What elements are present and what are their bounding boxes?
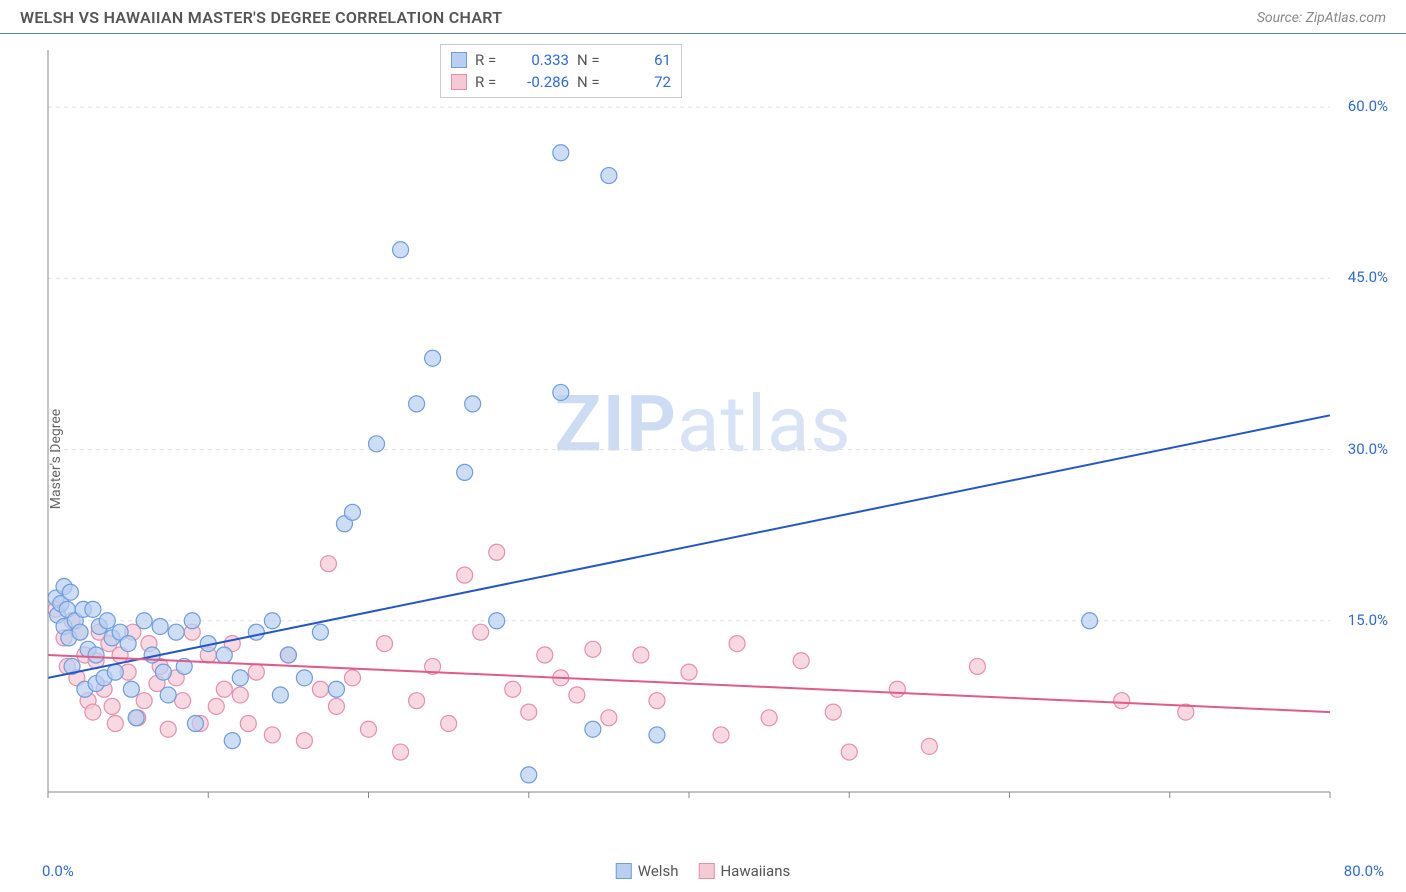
x-axis-end-label: 80.0% [1344,862,1384,880]
scatter-plot-svg [40,42,1390,842]
welsh-swatch-icon [616,863,632,879]
y-tick-label: 60.0% [1348,97,1388,115]
chart-title: WELSH VS HAWAIIAN MASTER'S DEGREE CORREL… [20,8,502,27]
hawaiians-swatch-icon [451,74,467,90]
gridlines [48,107,1330,621]
y-tick-label: 30.0% [1348,440,1388,458]
n-label: N = [577,71,605,93]
stats-row-hawaiians: R = -0.286 N = 72 [451,71,671,93]
hawaiians-swatch-icon [698,863,714,879]
welsh-n-value: 61 [613,49,671,71]
series-legend: Welsh Hawaiians [616,862,790,880]
hawaiians-r-value: -0.286 [511,71,569,93]
r-label: R = [475,49,503,71]
legend-label-hawaiians: Hawaiians [720,862,790,880]
x-axis-start-label: 0.0% [42,862,74,880]
stats-legend: R = 0.333 N = 61 R = -0.286 N = 72 [440,44,682,98]
legend-label-welsh: Welsh [638,862,679,880]
source-label: Source: ZipAtlas.com [1257,10,1386,26]
welsh-r-value: 0.333 [511,49,569,71]
y-tick-label: 15.0% [1348,611,1388,629]
legend-item-hawaiians: Hawaiians [698,862,790,880]
stats-row-welsh: R = 0.333 N = 61 [451,49,671,71]
welsh-points [48,145,1098,783]
welsh-swatch-icon [451,52,467,68]
r-label: R = [475,71,503,93]
n-label: N = [577,49,605,71]
hawaiians-n-value: 72 [613,71,671,93]
chart-area: Master's Degree ZIPatlas R = 0.333 N = 6… [0,34,1406,884]
y-tick-label: 45.0% [1348,268,1388,286]
legend-item-welsh: Welsh [616,862,679,880]
chart-header: WELSH VS HAWAIIAN MASTER'S DEGREE CORREL… [0,0,1406,34]
